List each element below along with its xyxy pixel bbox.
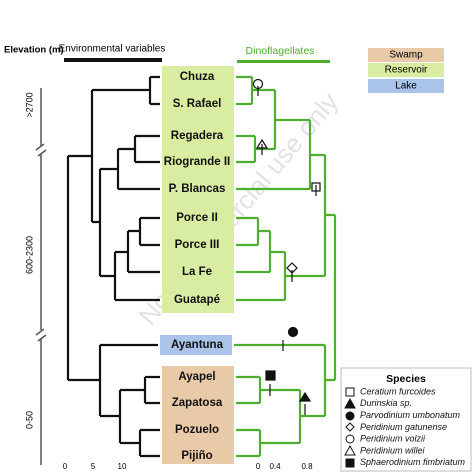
site-label: S. Rafael <box>173 98 222 110</box>
species-symbols <box>344 387 356 468</box>
habitat-label: Reservoir <box>385 65 428 76</box>
left-title: Environmental variables <box>59 44 166 55</box>
site-label: Porce III <box>175 239 220 251</box>
species-name: Ceratium furcoides <box>360 386 436 396</box>
habitat-swatch <box>368 63 444 77</box>
right-scale-label: 0.8 <box>301 462 313 471</box>
elevation-label: Elevation (m) <box>4 45 64 56</box>
left-title-bar <box>64 58 162 62</box>
site-label: Zapatosa <box>172 397 223 409</box>
site-label: Porce II <box>176 212 218 224</box>
species-name: Peridinium volzii <box>360 434 426 444</box>
site-label: Riogrande II <box>164 156 230 168</box>
habitat-label: Lake <box>395 81 417 92</box>
species-name: Peridinium willei <box>360 445 426 455</box>
species-name: Durinskia sp. <box>360 398 412 408</box>
right-title: Dinoflagellates <box>246 45 315 57</box>
habitat-swatch <box>368 48 444 62</box>
habitat-swatch <box>368 79 444 93</box>
swamp-box <box>162 366 234 464</box>
right-scale-label: 0.4 <box>269 462 281 471</box>
site-label: Regadera <box>171 130 224 142</box>
site-label: P. Blancas <box>169 183 226 195</box>
reservoir-box <box>162 66 234 313</box>
left-scale-label: 0 <box>63 462 68 471</box>
lake-box <box>160 335 232 355</box>
elevation-range: >2700 <box>24 92 34 117</box>
species-name: Sphaerodinium fimbriatum <box>360 457 466 467</box>
species-title: Species <box>386 373 426 385</box>
right-title-bar <box>237 60 330 63</box>
habitat-label: Swamp <box>389 50 423 61</box>
site-label: Chuza <box>180 71 215 83</box>
species-name: Peridinium gatunense <box>360 422 447 432</box>
tree-symbols <box>252 78 321 415</box>
site-label: Pijiño <box>181 450 212 462</box>
left-scale-label: 5 <box>91 462 96 471</box>
site-label: La Fe <box>182 266 212 278</box>
site-label: Ayantuna <box>171 339 224 351</box>
species-legend <box>340 367 472 472</box>
right-scale-label: 0 <box>256 462 261 471</box>
species-name: Parvodinium umbonatum <box>360 410 461 420</box>
elevation-axis <box>35 88 47 465</box>
left-dendrogram <box>66 75 160 458</box>
elevation-range: 0-50 <box>24 411 34 429</box>
site-label: Ayapel <box>178 371 215 383</box>
site-label: Guatapé <box>174 294 220 306</box>
elevation-range: 600-2300 <box>24 236 34 274</box>
site-label: Pozuelo <box>175 424 219 436</box>
left-scale-label: 10 <box>118 462 127 471</box>
